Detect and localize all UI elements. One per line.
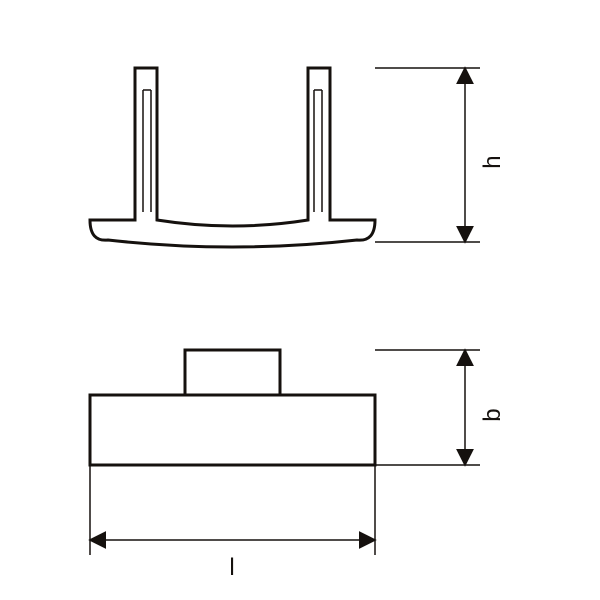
top-bracket-outline (90, 68, 375, 247)
technical-drawing: h b l (0, 0, 600, 600)
dim-h-label: h (479, 155, 506, 168)
dim-b-label: b (479, 408, 506, 421)
dim-l-label: l (229, 554, 234, 581)
bottom-rect (90, 395, 375, 465)
bottom-tab (185, 350, 280, 395)
